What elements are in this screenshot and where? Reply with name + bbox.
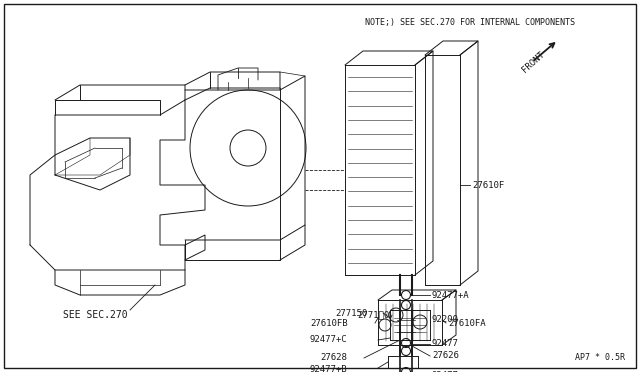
Text: 27626: 27626 [432, 352, 459, 360]
Text: SEE SEC.270: SEE SEC.270 [63, 310, 127, 320]
Text: 92477+B: 92477+B [310, 366, 348, 372]
Text: 92200: 92200 [432, 315, 459, 324]
Text: AP7 * 0.5R: AP7 * 0.5R [575, 353, 625, 362]
Text: NOTE;) SEE SEC.270 FOR INTERNAL COMPONENTS: NOTE;) SEE SEC.270 FOR INTERNAL COMPONEN… [365, 17, 575, 26]
Text: 27628: 27628 [320, 353, 347, 362]
Text: 27610F: 27610F [472, 180, 504, 189]
Text: 92477+C: 92477+C [310, 336, 348, 344]
Text: 27610FB: 27610FB [310, 318, 348, 327]
Text: FRONT: FRONT [520, 50, 546, 74]
Text: 27610FA: 27610FA [448, 318, 486, 327]
Text: 92477+A: 92477+A [432, 291, 470, 299]
Text: 92477: 92477 [432, 340, 459, 349]
Text: 277150: 277150 [335, 308, 367, 317]
Text: 92477: 92477 [432, 371, 459, 372]
Text: 2771児0: 2771児0 [358, 311, 390, 320]
